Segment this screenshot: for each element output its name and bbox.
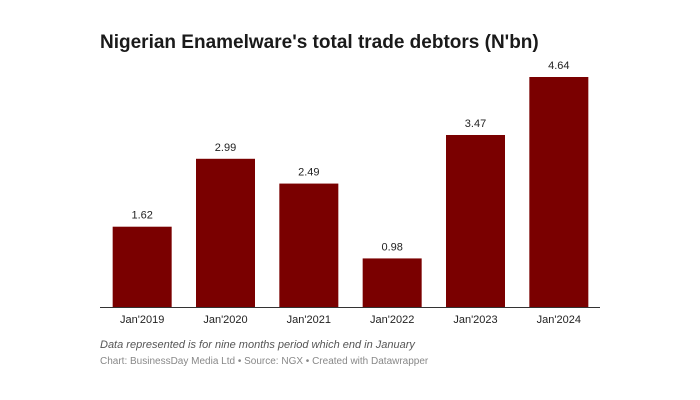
bar: [196, 158, 255, 307]
bar: [362, 258, 422, 307]
x-tick-label: Jan'2020: [203, 314, 247, 326]
chart-title: Nigerian Enamelware's total trade debtor…: [100, 32, 539, 53]
data-label: 2.49: [298, 167, 319, 179]
bar: [112, 226, 172, 307]
bar: [446, 134, 505, 307]
x-tick-label: Jan'2023: [453, 314, 497, 326]
chart-credit: Chart: BusinessDay Media Ltd • Source: N…: [100, 356, 429, 367]
x-tick-label: Jan'2022: [370, 314, 414, 326]
bar: [279, 183, 339, 307]
data-label: 3.47: [465, 118, 486, 130]
data-label: 0.98: [381, 241, 402, 253]
data-label: 4.64: [548, 60, 569, 72]
x-tick-label: Jan'2024: [537, 314, 581, 326]
data-label: 2.99: [215, 142, 236, 154]
x-tick-label: Jan'2021: [287, 314, 331, 326]
x-tick-label: Jan'2019: [120, 314, 164, 326]
data-label: 1.62: [131, 210, 152, 222]
chart-note: Data represented is for nine months peri…: [100, 339, 415, 351]
bar: [529, 77, 589, 307]
